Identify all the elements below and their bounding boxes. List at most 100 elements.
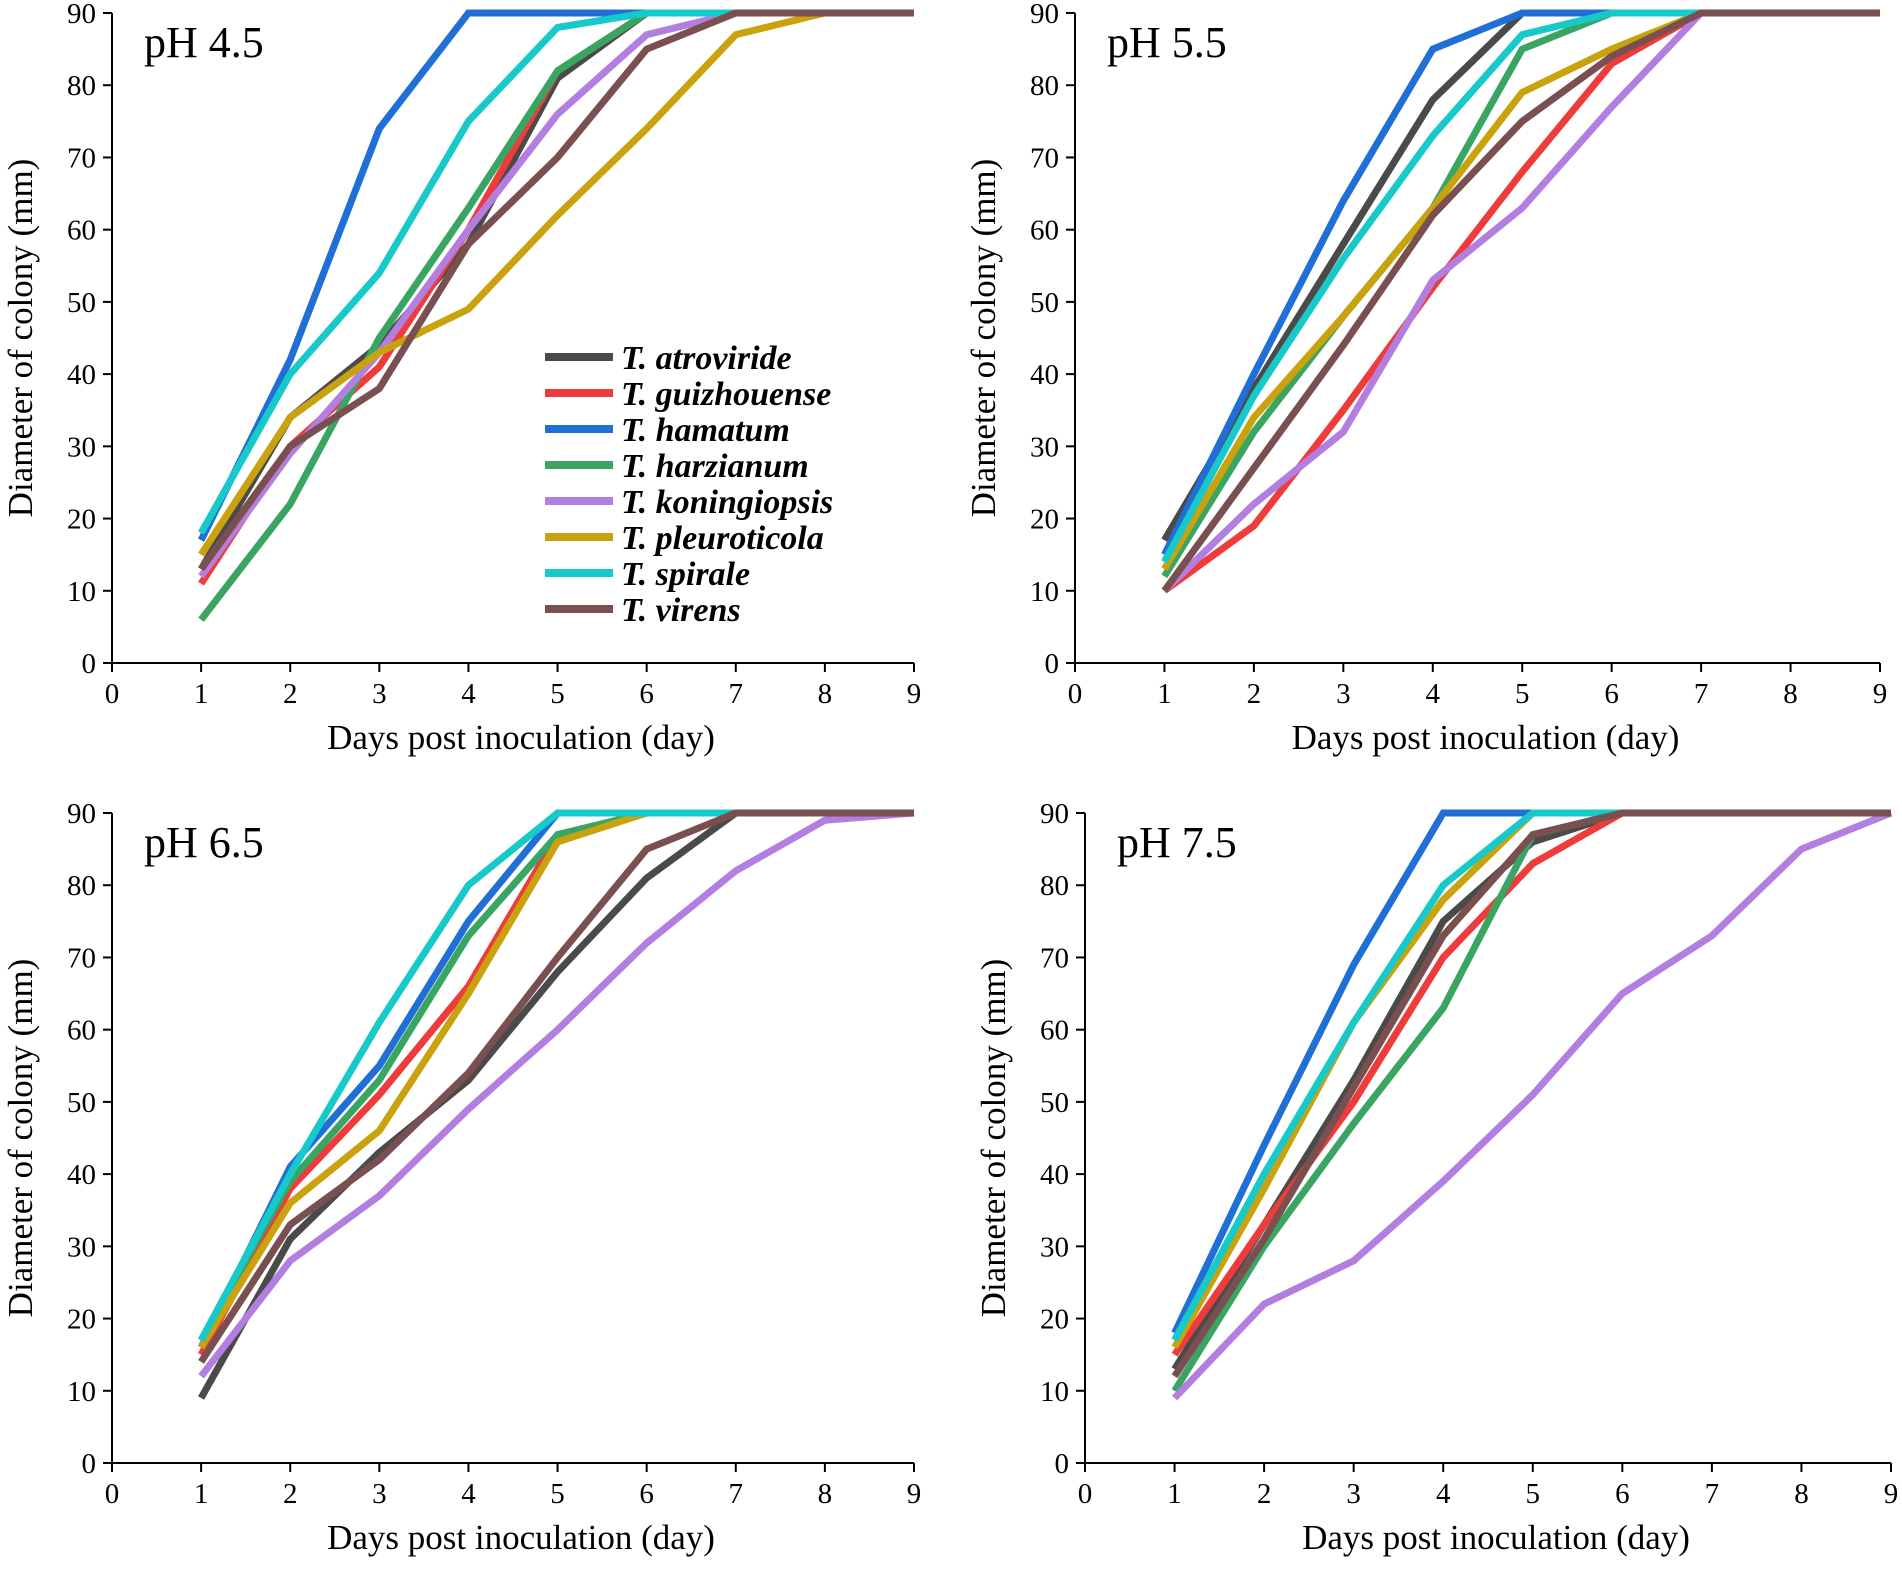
x-tick-label: 4: [461, 678, 476, 710]
y-tick-label: 70: [67, 942, 96, 974]
x-tick-label: 5: [550, 1478, 565, 1510]
y-tick-label: 40: [67, 1159, 96, 1191]
x-tick-label: 0: [105, 678, 120, 710]
x-tick-label: 4: [1426, 678, 1441, 710]
panel-title: pH 5.5: [1107, 18, 1227, 67]
x-tick-label: 2: [1257, 1478, 1272, 1510]
y-tick-label: 0: [82, 1448, 97, 1480]
legend-label: T. spirale: [621, 556, 750, 593]
y-tick-label: 10: [1040, 1376, 1069, 1408]
series-line-t-atroviride: [198, 809, 914, 1400]
x-tick-label: 1: [1157, 678, 1172, 710]
x-tick-label: 2: [283, 1478, 298, 1510]
x-tick-label: 7: [729, 1478, 744, 1510]
legend-label: T. hamatum: [621, 412, 790, 449]
y-tick-label: 20: [67, 504, 96, 536]
y-tick-label: 80: [67, 870, 96, 902]
x-tick-label: 7: [729, 678, 744, 710]
panel-title: pH 4.5: [144, 18, 264, 67]
x-tick-label: 6: [639, 678, 654, 710]
x-tick-label: 5: [550, 678, 565, 710]
x-tick-label: 4: [1436, 1478, 1451, 1510]
x-tick-label: 0: [105, 1478, 120, 1510]
x-tick-label: 0: [1078, 1478, 1093, 1510]
y-tick-label: 20: [67, 1304, 96, 1336]
x-tick-label: 4: [461, 1478, 476, 1510]
x-tick-label: 7: [1694, 678, 1709, 710]
y-tick-label: 50: [67, 287, 96, 319]
y-tick-label: 80: [1040, 870, 1069, 902]
y-tick-label: 50: [1040, 1087, 1069, 1119]
series-line-t-harzianum: [198, 809, 914, 1342]
x-tick-label: 8: [1783, 678, 1798, 710]
y-tick-label: 80: [67, 70, 96, 102]
y-tick-label: 90: [67, 798, 96, 830]
y-tick-label: 60: [67, 215, 96, 247]
x-axis-title: Days post inoculation (day): [1302, 1518, 1690, 1557]
y-tick-label: 40: [67, 359, 96, 391]
series-line-t-virens: [198, 809, 914, 1364]
x-tick-label: 0: [1068, 678, 1083, 710]
series-line-t-guizhouense: [198, 809, 914, 1357]
y-tick-label: 70: [1040, 942, 1069, 974]
y-tick-label: 0: [1045, 648, 1060, 680]
legend-label: T. guizhouense: [621, 376, 831, 413]
series-line-t-guizhouense: [1171, 809, 1891, 1357]
y-tick-label: 0: [82, 648, 97, 680]
x-tick-label: 1: [194, 678, 209, 710]
y-tick-label: 90: [1040, 798, 1069, 830]
x-tick-label: 5: [1515, 678, 1530, 710]
series-line-t-virens: [1171, 809, 1891, 1379]
legend-label: T. harzianum: [621, 448, 809, 485]
x-tick-label: 8: [1794, 1478, 1809, 1510]
x-tick-label: 9: [1873, 678, 1888, 710]
y-tick-label: 20: [1040, 1304, 1069, 1336]
y-tick-label: 10: [1030, 576, 1059, 608]
y-tick-label: 10: [67, 1376, 96, 1408]
series-line-t-spirale: [1171, 809, 1891, 1342]
x-axis-title: Days post inoculation (day): [327, 1518, 715, 1557]
y-tick-label: 50: [1030, 287, 1059, 319]
y-tick-label: 30: [67, 431, 96, 463]
x-tick-label: 6: [1615, 1478, 1630, 1510]
series-line-t-guizhouense: [1162, 9, 1880, 594]
y-tick-label: 50: [67, 1087, 96, 1119]
x-axis-title: Days post inoculation (day): [1292, 718, 1680, 757]
y-tick-label: 0: [1055, 1448, 1070, 1480]
y-tick-label: 60: [1030, 215, 1059, 247]
y-axis-title: Diameter of colony (mm): [964, 159, 1003, 518]
series-line-t-hamatum: [197, 809, 914, 1349]
panel-title: pH 7.5: [1117, 818, 1237, 867]
x-tick-label: 9: [907, 678, 922, 710]
series-line-t-virens: [198, 9, 914, 572]
y-tick-label: 70: [1030, 142, 1059, 174]
series-line-t-virens: [1161, 9, 1880, 593]
x-tick-label: 3: [1346, 1478, 1361, 1510]
y-axis-title: Diameter of colony (mm): [1, 159, 40, 518]
x-tick-label: 2: [283, 678, 298, 710]
y-tick-label: 40: [1040, 1159, 1069, 1191]
x-tick-label: 8: [818, 1478, 833, 1510]
y-axis-title: Diameter of colony (mm): [1, 959, 40, 1318]
legend-label: T. pleuroticola: [621, 520, 824, 557]
y-tick-label: 60: [1040, 1015, 1069, 1047]
panel-title: pH 6.5: [144, 818, 264, 867]
x-tick-label: 2: [1247, 678, 1262, 710]
x-tick-label: 3: [372, 1478, 387, 1510]
y-tick-label: 20: [1030, 504, 1059, 536]
y-tick-label: 60: [67, 1015, 96, 1047]
y-tick-label: 90: [67, 0, 96, 30]
y-axis-title: Diameter of colony (mm): [974, 959, 1013, 1318]
y-tick-label: 30: [1030, 431, 1059, 463]
y-tick-label: 80: [1030, 70, 1059, 102]
x-tick-label: 3: [1336, 678, 1351, 710]
x-tick-label: 1: [194, 1478, 209, 1510]
x-tick-label: 9: [1884, 1478, 1899, 1510]
legend-label: T. atroviride: [621, 340, 792, 377]
x-tick-label: 6: [1604, 678, 1619, 710]
